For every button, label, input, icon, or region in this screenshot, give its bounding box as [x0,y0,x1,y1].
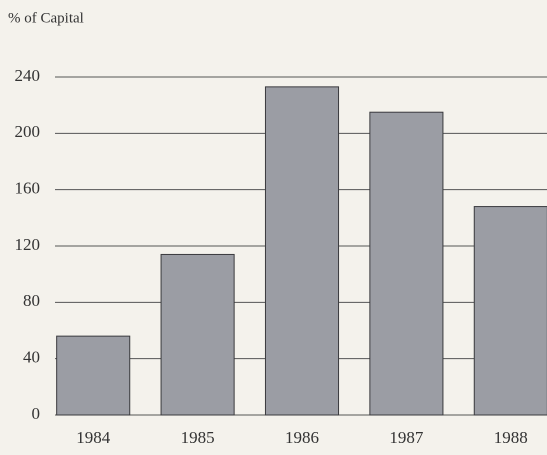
bar [160,253,235,416]
bar [56,335,131,416]
y-tick-label: 240 [15,66,41,85]
y-tick-label: 80 [23,291,40,310]
x-tick-label: 1986 [285,428,319,447]
x-tick-label: 1984 [76,428,111,447]
y-tick-label: 0 [32,404,41,423]
y-tick-label: 40 [23,348,40,367]
y-tick-label: 200 [15,122,41,141]
x-tick-label: 1987 [389,428,424,447]
x-tick-label: 1985 [181,428,215,447]
bar [264,86,340,416]
bar [369,111,444,416]
y-tick-label: 120 [15,235,41,254]
chart-title: % of Capital [8,10,84,26]
bar [473,206,547,416]
x-tick-label: 1988 [494,428,528,447]
y-tick-label: 160 [15,179,41,198]
